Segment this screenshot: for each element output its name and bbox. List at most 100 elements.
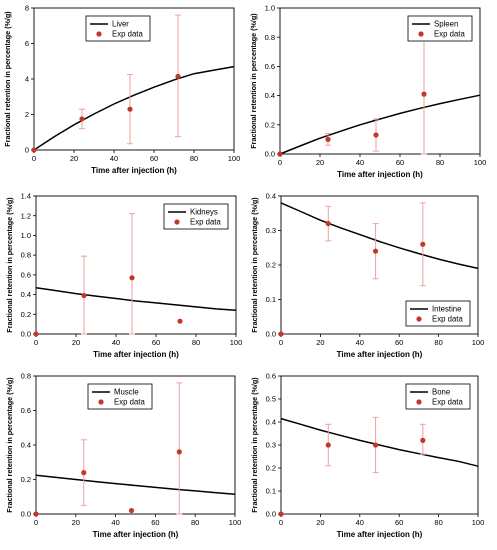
exp-data-point bbox=[81, 292, 87, 299]
model-curve-kidneys bbox=[35, 286, 237, 312]
y-tick-label: 0.0 bbox=[266, 330, 276, 339]
y-tick-label: 0.6 bbox=[21, 270, 31, 279]
exp-data-point bbox=[175, 73, 181, 79]
x-tick-label: 100 bbox=[472, 518, 485, 527]
y-axis-title: Fractional retention in percentage (%/g) bbox=[249, 13, 258, 149]
legend-label-model: Intestine bbox=[432, 305, 461, 314]
exp-data-point bbox=[31, 147, 37, 153]
y-tick-label: 0.6 bbox=[21, 406, 31, 415]
x-tick-label: 100 bbox=[229, 518, 242, 527]
x-axis-title: Time after injection (h) bbox=[93, 530, 179, 539]
exp-data-point bbox=[420, 437, 426, 443]
x-tick-label: 60 bbox=[152, 338, 160, 347]
exp-data-point bbox=[79, 116, 85, 122]
exp-data-point bbox=[129, 275, 135, 281]
y-tick-label: 0.4 bbox=[265, 91, 275, 100]
legend-label-exp: Exp data bbox=[190, 218, 221, 227]
exp-data-point bbox=[127, 106, 133, 112]
x-tick-label: 0 bbox=[32, 154, 36, 163]
y-tick-label: 0.8 bbox=[21, 372, 31, 381]
chart-panel-1: 0 20 40 60 80 100 0 2 4 6 8 Time after injection (h… bbox=[3, 4, 240, 175]
y-tick-label: 1.2 bbox=[21, 211, 31, 220]
x-tick-label: 80 bbox=[436, 158, 444, 167]
y-tick-label: 0.0 bbox=[21, 330, 31, 339]
x-tick-label: 60 bbox=[151, 518, 159, 527]
chart-panel-3: 0 20 40 60 80 100 0.0 0.2 0.4 0.6 0.8 1.0 1.2 1.4 Time… bbox=[5, 192, 242, 359]
x-tick-label: 0 bbox=[34, 518, 38, 527]
y-tick-label: 0.2 bbox=[265, 120, 275, 129]
x-tick-label: 100 bbox=[230, 338, 243, 347]
legend-label-exp: Exp data bbox=[432, 315, 463, 324]
exp-data-point bbox=[325, 221, 331, 227]
exp-data-point bbox=[372, 442, 379, 448]
x-tick-label: 20 bbox=[72, 338, 80, 347]
y-tick-label: 0.1 bbox=[266, 295, 276, 304]
exp-data-point bbox=[325, 442, 331, 448]
y-tick-label: 0.4 bbox=[266, 418, 276, 427]
legend-box bbox=[85, 15, 151, 42]
x-tick-label: 0 bbox=[34, 338, 38, 347]
exp-data-point bbox=[128, 507, 135, 514]
y-tick-label: 2 bbox=[25, 110, 29, 119]
y-tick-label: 0.1 bbox=[266, 487, 276, 496]
y-axis-title: Fractional retention in percentage (%/g) bbox=[250, 377, 259, 513]
y-tick-label: 1.4 bbox=[21, 192, 31, 201]
y-tick-label: 0.2 bbox=[21, 475, 31, 484]
y-tick-label: 0.0 bbox=[265, 150, 275, 159]
x-tick-label: 40 bbox=[110, 154, 118, 163]
exp-data-point bbox=[372, 248, 379, 254]
x-tick-label: 80 bbox=[434, 518, 442, 527]
legend-point-swatch bbox=[174, 219, 180, 225]
x-tick-label: 80 bbox=[191, 518, 199, 527]
plot-frame bbox=[35, 195, 237, 335]
exp-data-point bbox=[176, 449, 182, 455]
y-axis-title: Fractional retention in percentage (%/g) bbox=[5, 197, 14, 333]
x-tick-label: 40 bbox=[356, 158, 364, 167]
x-tick-label: 60 bbox=[150, 154, 158, 163]
y-tick-label: 0.3 bbox=[266, 226, 276, 235]
x-tick-label: 0 bbox=[279, 518, 283, 527]
y-tick-label: 0.8 bbox=[265, 33, 275, 42]
exp-data-point bbox=[278, 331, 284, 337]
y-tick-label: 0.6 bbox=[265, 62, 275, 71]
y-axis-title: Fractional retention in percentage (%/g) bbox=[5, 377, 14, 513]
x-tick-label: 40 bbox=[356, 518, 364, 527]
chart-panel-2: 0 20 40 60 80 100 0.0 0.2 0.4 0.6 0.8 1.0 Time after… bbox=[249, 4, 486, 179]
y-tick-label: 0.2 bbox=[266, 464, 276, 473]
x-tick-label: 100 bbox=[228, 154, 241, 163]
x-tick-label: 80 bbox=[190, 154, 198, 163]
y-tick-label: 0.6 bbox=[266, 372, 276, 381]
exp-data-point bbox=[325, 136, 331, 142]
legend-box bbox=[405, 300, 471, 327]
model-curve-intestine bbox=[280, 202, 479, 270]
y-axis-title: Fractional retention in percentage (%/g) bbox=[250, 197, 259, 333]
x-tick-label: 80 bbox=[434, 338, 442, 347]
legend-label-exp: Exp data bbox=[114, 398, 145, 407]
exp-data-point bbox=[373, 132, 379, 138]
exp-data-point bbox=[277, 151, 283, 157]
x-tick-label: 20 bbox=[70, 154, 78, 163]
y-tick-label: 1.0 bbox=[21, 231, 31, 240]
x-tick-label: 100 bbox=[472, 338, 485, 347]
legend-box bbox=[407, 15, 473, 42]
exp-data-point bbox=[33, 511, 39, 517]
legend-label-exp: Exp data bbox=[434, 30, 465, 39]
legend-box bbox=[87, 383, 153, 410]
legend-point-swatch bbox=[418, 31, 424, 37]
x-axis-title: Time after injection (h) bbox=[91, 166, 177, 175]
x-axis-title: Time after injection (h) bbox=[337, 530, 423, 539]
y-tick-label: 0.2 bbox=[266, 261, 276, 270]
exp-data-point bbox=[421, 91, 427, 97]
model-curve-spleen bbox=[279, 94, 481, 155]
model-curve-bone bbox=[280, 417, 479, 467]
exp-data-point bbox=[33, 331, 39, 337]
x-tick-label: 100 bbox=[474, 158, 487, 167]
y-tick-label: 0.4 bbox=[266, 192, 276, 201]
legend-label-exp: Exp data bbox=[112, 30, 143, 39]
chart-panel-5: 0 20 40 60 80 100 0.0 0.2 0.4 0.6 0.8 Time after in… bbox=[5, 372, 241, 539]
